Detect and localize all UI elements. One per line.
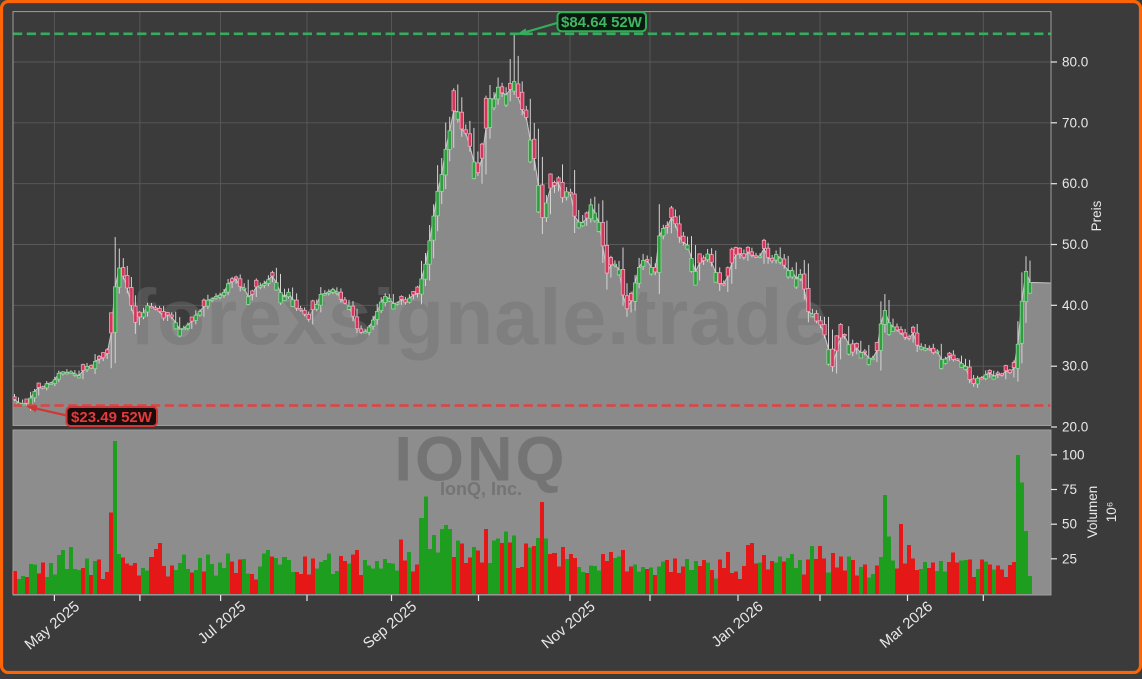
svg-text:Volumen: Volumen bbox=[1085, 486, 1100, 539]
svg-text:IonQ, Inc.: IonQ, Inc. bbox=[440, 479, 522, 499]
svg-text:100: 100 bbox=[1062, 447, 1085, 462]
svg-text:$84.64 52W: $84.64 52W bbox=[561, 14, 643, 31]
svg-text:$23.49 52W: $23.49 52W bbox=[71, 409, 153, 426]
svg-text:70.0: 70.0 bbox=[1062, 115, 1088, 130]
svg-text:forexsignale.trade: forexsignale.trade bbox=[130, 272, 829, 361]
svg-text:60.0: 60.0 bbox=[1062, 176, 1088, 191]
svg-text:75: 75 bbox=[1062, 482, 1077, 497]
svg-text:IONQ: IONQ bbox=[394, 425, 567, 495]
svg-text:10⁶: 10⁶ bbox=[1104, 502, 1119, 523]
svg-text:30.0: 30.0 bbox=[1062, 359, 1088, 374]
svg-text:25: 25 bbox=[1062, 551, 1077, 566]
svg-text:40.0: 40.0 bbox=[1062, 298, 1088, 313]
svg-text:80.0: 80.0 bbox=[1062, 55, 1088, 70]
svg-text:20.0: 20.0 bbox=[1062, 420, 1088, 435]
svg-text:Preis: Preis bbox=[1089, 200, 1104, 231]
svg-text:50.0: 50.0 bbox=[1062, 237, 1088, 252]
svg-text:50: 50 bbox=[1062, 517, 1077, 532]
